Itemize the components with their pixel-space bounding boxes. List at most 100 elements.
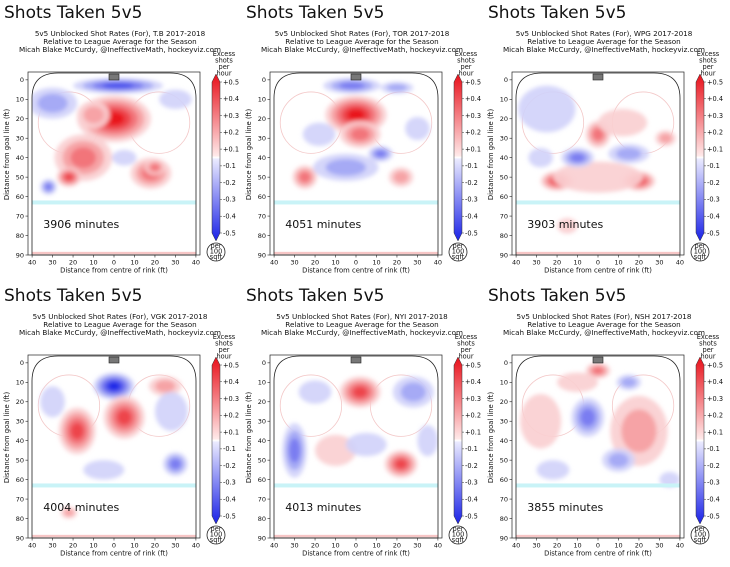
- y-tick-label: 70: [16, 495, 24, 503]
- y-tick-label: 90: [258, 534, 266, 542]
- colorbar-tick-label: -0.3: [223, 196, 236, 204]
- y-tick-label: 0: [262, 359, 266, 367]
- colorbar-tick-label: -0.1: [465, 162, 478, 170]
- colorbar-title: Excess: [213, 50, 236, 58]
- colorbar-tick-label: +0.1: [707, 428, 723, 436]
- heat-blob: [659, 133, 672, 144]
- colorbar-tick-label: +0.5: [707, 361, 723, 369]
- x-tick-label: 40: [512, 259, 520, 267]
- chart-big-title: Shots Taken 5v5: [488, 3, 626, 23]
- heat-blob: [580, 408, 596, 426]
- x-tick-label: 40: [434, 259, 442, 267]
- per-sqft-text: 100: [210, 531, 223, 539]
- colorbar-tick-label: -0.4: [707, 496, 720, 504]
- x-tick-label: 40: [192, 542, 200, 550]
- colorbar-tick-label: -0.3: [223, 479, 236, 487]
- colorbar: [211, 356, 221, 525]
- x-tick-label: 10: [614, 542, 622, 550]
- heat-blob: [528, 147, 553, 168]
- colorbar-tick-label: -0.5: [223, 229, 236, 237]
- x-tick-label: 20: [311, 542, 319, 550]
- x-tick-label: 30: [48, 542, 56, 550]
- heat-blob: [44, 183, 53, 191]
- colorbar-tick-label: -0.5: [707, 229, 720, 237]
- colorbar-tick-label: -0.3: [707, 196, 720, 204]
- y-tick-label: 50: [500, 173, 508, 181]
- blue-line: [32, 483, 196, 488]
- heatmap-svg: Shots Taken 5v5 5v5 Unblocked Shot Rates …: [487, 3, 723, 275]
- heat-blob: [352, 386, 368, 398]
- goal-net: [592, 73, 604, 81]
- minutes-label: 3903 minutes: [527, 218, 603, 231]
- colorbar-tick-label: +0.1: [707, 145, 723, 153]
- x-axis-label: Distance from centre of rink (ft): [544, 550, 652, 558]
- y-tick-label: 80: [500, 232, 508, 240]
- center-line: [516, 534, 680, 538]
- colorbar-tick-label: -0.1: [707, 445, 720, 453]
- colorbar-tick-label: +0.3: [707, 112, 723, 120]
- heatmap-panel-wpg: Shots Taken 5v5 5v5 Unblocked Shot Rates …: [484, 0, 724, 282]
- x-tick-label: 10: [614, 259, 622, 267]
- colorbar-tick-label: -0.2: [707, 462, 720, 470]
- x-tick-label: 10: [331, 259, 339, 267]
- x-tick-label: 0: [596, 259, 600, 267]
- x-tick-label: 30: [532, 259, 540, 267]
- x-tick-label: 10: [130, 259, 138, 267]
- heatmap-panel-vgk: Shots Taken 5v5 5v5 Unblocked Shot Rates …: [0, 283, 240, 565]
- heat-blob: [405, 116, 430, 141]
- x-tick-label: 10: [130, 542, 138, 550]
- colorbar-tick-label: -0.3: [465, 196, 478, 204]
- y-tick-label: 20: [500, 398, 508, 406]
- x-tick-label: 20: [69, 259, 77, 267]
- x-tick-label: 40: [676, 542, 684, 550]
- y-tick-label: 70: [258, 495, 266, 503]
- x-tick-label: 20: [311, 259, 319, 267]
- y-tick-label: 50: [16, 456, 24, 464]
- colorbar-tick-label: -0.5: [707, 512, 720, 520]
- y-tick-label: 30: [500, 418, 508, 426]
- y-axis-label: Distance from goal line (ft): [487, 392, 495, 484]
- per-sqft-text: per: [695, 242, 706, 250]
- heat-blob: [592, 128, 604, 141]
- chart-title: 5v5 Unblocked Shot Rates (For), NSH 2017…: [517, 312, 692, 321]
- y-tick-label: 0: [504, 359, 508, 367]
- per-sqft-text: sqft: [694, 536, 707, 544]
- blue-line: [274, 483, 438, 488]
- x-tick-label: 20: [553, 542, 561, 550]
- colorbar-tick-label: +0.5: [223, 361, 239, 369]
- colorbar-tick-label: +0.2: [223, 412, 239, 420]
- y-tick-label: 30: [258, 135, 266, 143]
- chart-big-title: Shots Taken 5v5: [246, 3, 384, 23]
- per-sqft-text: sqft: [452, 536, 465, 544]
- heat-layer: [32, 77, 192, 195]
- colorbar-tick-label: -0.2: [465, 462, 478, 470]
- colorbar-tick-label: -0.4: [707, 213, 720, 221]
- heat-blob: [37, 93, 68, 113]
- colorbar-tick-label: -0.5: [465, 512, 478, 520]
- y-tick-label: 0: [504, 76, 508, 84]
- colorbar-title: hour: [458, 353, 473, 361]
- y-tick-label: 60: [258, 476, 266, 484]
- heat-blob: [325, 159, 366, 176]
- x-tick-label: 30: [290, 542, 298, 550]
- heat-blob: [557, 218, 578, 234]
- y-tick-label: 90: [258, 251, 266, 259]
- blue-line: [32, 200, 196, 205]
- goal-net: [108, 73, 120, 81]
- y-tick-label: 80: [16, 515, 24, 523]
- per-sqft-text: sqft: [452, 253, 465, 261]
- center-line: [274, 534, 438, 538]
- per-sqft-text: per: [453, 525, 464, 533]
- y-tick-label: 10: [16, 96, 24, 104]
- center-line: [32, 251, 196, 255]
- per-sqft-badge: [206, 525, 226, 545]
- heat-blob: [570, 153, 585, 163]
- y-tick-label: 10: [16, 379, 24, 387]
- colorbar-tick-label: -0.1: [223, 162, 236, 170]
- heat-blob: [621, 409, 657, 453]
- y-tick-label: 10: [500, 96, 508, 104]
- colorbar-tick-label: -0.3: [465, 479, 478, 487]
- minutes-label: 4051 minutes: [285, 218, 361, 231]
- x-tick-label: 10: [372, 542, 380, 550]
- blue-line: [274, 200, 438, 205]
